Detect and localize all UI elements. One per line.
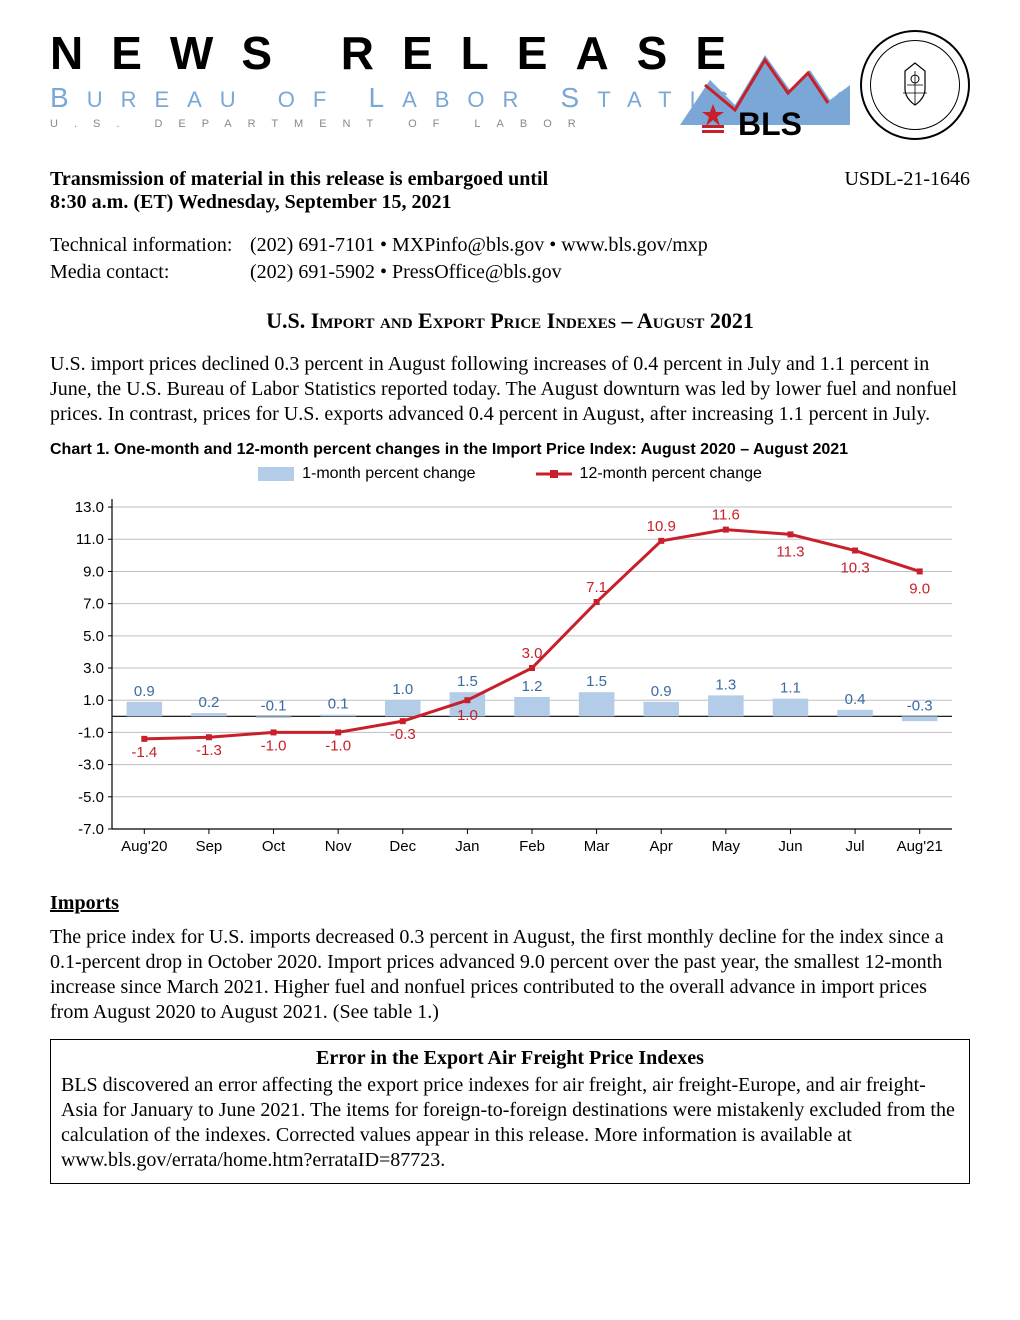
masthead: NEWS RELEASE BUREAU OF LABOR STATISTICS … bbox=[50, 30, 970, 150]
svg-text:Dec: Dec bbox=[389, 838, 416, 855]
embargo-text: Transmission of material in this release… bbox=[50, 168, 548, 214]
svg-text:3.0: 3.0 bbox=[522, 645, 543, 662]
chart-svg: -7.0 -5.0 -3.0 -1.0 1.0 3.0 5.0 7.0 9.0 11.0 13.0 0… bbox=[50, 489, 970, 869]
svg-text:1.5: 1.5 bbox=[457, 673, 478, 690]
svg-text:Aug'21: Aug'21 bbox=[897, 838, 943, 855]
svg-text:-1.0: -1.0 bbox=[325, 737, 351, 754]
svg-text:1.0: 1.0 bbox=[457, 707, 478, 724]
svg-text:-7.0: -7.0 bbox=[78, 821, 104, 838]
media-contact-value: (202) 691-5902 • PressOffice@bls.gov bbox=[250, 259, 562, 286]
svg-text:11.6: 11.6 bbox=[712, 507, 740, 524]
svg-text:0.2: 0.2 bbox=[198, 694, 219, 711]
svg-text:-0.3: -0.3 bbox=[907, 697, 933, 714]
chart-container: 1-month percent change 12-month percent … bbox=[50, 465, 970, 874]
svg-text:Jan: Jan bbox=[455, 838, 479, 855]
svg-text:11.3: 11.3 bbox=[776, 543, 804, 560]
svg-text:7.0: 7.0 bbox=[83, 596, 104, 613]
error-notice-body: BLS discovered an error affecting the ex… bbox=[61, 1073, 959, 1173]
svg-text:0.9: 0.9 bbox=[134, 683, 155, 700]
chart-title: Chart 1. One-month and 12-month percent … bbox=[50, 441, 970, 459]
svg-text:Sep: Sep bbox=[196, 838, 223, 855]
svg-text:-0.1: -0.1 bbox=[261, 697, 287, 714]
svg-text:BLS: BLS bbox=[738, 106, 802, 140]
svg-text:-1.3: -1.3 bbox=[196, 742, 222, 759]
bls-logo-icon: BLS bbox=[680, 30, 850, 140]
svg-text:10.9: 10.9 bbox=[647, 518, 676, 535]
technical-info-value: (202) 691-7101 • MXPinfo@bls.gov • www.b… bbox=[250, 232, 708, 259]
embargo-row: Transmission of material in this release… bbox=[50, 168, 970, 214]
release-id: USDL-21-1646 bbox=[844, 168, 970, 214]
media-contact-label: Media contact: bbox=[50, 259, 250, 286]
svg-text:0.4: 0.4 bbox=[845, 691, 866, 708]
svg-text:9.0: 9.0 bbox=[83, 563, 104, 580]
svg-text:-0.3: -0.3 bbox=[390, 726, 416, 743]
dol-seal-icon bbox=[860, 30, 970, 140]
svg-text:Nov: Nov bbox=[325, 838, 352, 855]
svg-text:9.0: 9.0 bbox=[909, 580, 930, 597]
technical-info-label: Technical information: bbox=[50, 232, 250, 259]
svg-text:May: May bbox=[712, 838, 741, 855]
document-title: U.S. Import and Export Price Indexes – A… bbox=[50, 308, 970, 334]
imports-heading: Imports bbox=[50, 892, 970, 915]
svg-text:5.0: 5.0 bbox=[83, 628, 104, 645]
svg-text:1.0: 1.0 bbox=[392, 681, 413, 698]
svg-text:0.9: 0.9 bbox=[651, 683, 672, 700]
svg-text:Aug'20: Aug'20 bbox=[121, 838, 167, 855]
error-notice-title: Error in the Export Air Freight Price In… bbox=[61, 1046, 959, 1071]
svg-text:1.3: 1.3 bbox=[715, 676, 736, 693]
legend-bar-item: 1-month percent change bbox=[258, 465, 475, 483]
masthead-graphics: BLS bbox=[680, 30, 970, 140]
chart-legend: 1-month percent change 12-month percent … bbox=[50, 465, 970, 483]
svg-text:Jun: Jun bbox=[778, 838, 802, 855]
svg-text:-5.0: -5.0 bbox=[78, 789, 104, 806]
imports-paragraph: The price index for U.S. imports decreas… bbox=[50, 925, 970, 1025]
legend-line-swatch-icon bbox=[536, 467, 572, 481]
svg-text:1.0: 1.0 bbox=[83, 692, 104, 709]
legend-bar-swatch-icon bbox=[258, 467, 294, 481]
svg-text:-3.0: -3.0 bbox=[78, 757, 104, 774]
legend-line-label: 12-month percent change bbox=[580, 465, 762, 483]
svg-text:1.2: 1.2 bbox=[522, 678, 543, 695]
svg-text:1.1: 1.1 bbox=[780, 680, 801, 697]
svg-text:Oct: Oct bbox=[262, 838, 286, 855]
svg-text:7.1: 7.1 bbox=[586, 579, 607, 596]
svg-text:Feb: Feb bbox=[519, 838, 545, 855]
svg-text:10.3: 10.3 bbox=[840, 560, 869, 577]
error-notice-box: Error in the Export Air Freight Price In… bbox=[50, 1039, 970, 1184]
svg-text:Jul: Jul bbox=[845, 838, 864, 855]
svg-text:1.5: 1.5 bbox=[586, 673, 607, 690]
svg-text:Mar: Mar bbox=[584, 838, 610, 855]
svg-text:-1.0: -1.0 bbox=[78, 724, 104, 741]
legend-line-item: 12-month percent change bbox=[536, 465, 762, 483]
svg-text:-1.0: -1.0 bbox=[261, 737, 287, 754]
contacts-block: Technical information: (202) 691-7101 • … bbox=[50, 232, 970, 286]
svg-text:Apr: Apr bbox=[650, 838, 673, 855]
svg-text:3.0: 3.0 bbox=[83, 660, 104, 677]
svg-text:11.0: 11.0 bbox=[76, 531, 104, 548]
lead-paragraph: U.S. import prices declined 0.3 percent … bbox=[50, 352, 970, 427]
legend-bar-label: 1-month percent change bbox=[302, 465, 475, 483]
svg-text:13.0: 13.0 bbox=[75, 499, 104, 516]
svg-text:-1.4: -1.4 bbox=[131, 744, 157, 761]
svg-text:0.1: 0.1 bbox=[328, 696, 349, 713]
page-container: NEWS RELEASE BUREAU OF LABOR STATISTICS … bbox=[0, 0, 1020, 1224]
